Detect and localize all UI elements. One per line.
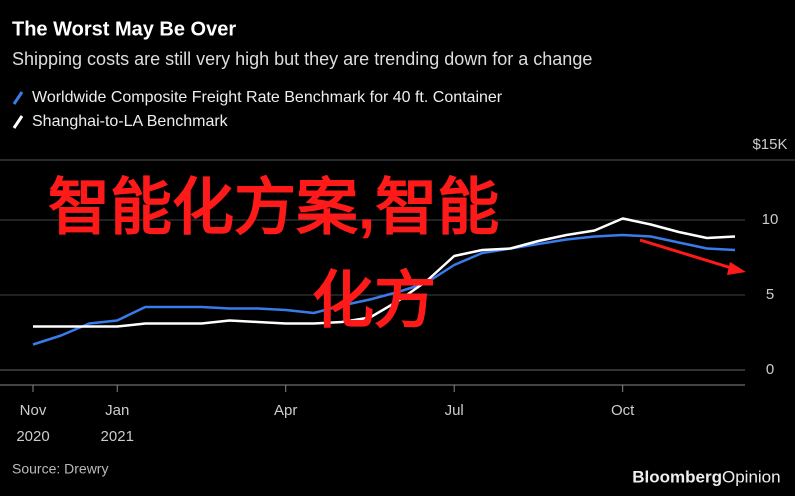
x-tick-label: Jan 2021 bbox=[100, 402, 134, 445]
x-tick-label: Nov 2020 bbox=[16, 402, 50, 445]
brand: Bloomberg bbox=[632, 467, 722, 486]
watermark-arrowhead bbox=[727, 262, 746, 275]
watermark-arrow bbox=[639, 238, 739, 272]
legend-label: Shanghai-to-LA Benchmark bbox=[32, 113, 229, 130]
brand-opinion: Opinion bbox=[722, 467, 781, 486]
y-tick-label: 10 bbox=[762, 211, 779, 228]
series-line bbox=[33, 217, 736, 328]
x-tick-label: Apr bbox=[274, 402, 298, 419]
y-tick-label: 5 bbox=[766, 286, 774, 303]
y-tick-label: $15K bbox=[752, 136, 787, 153]
series-line bbox=[32, 233, 736, 346]
x-tick-label: Jul bbox=[444, 402, 464, 419]
x-tick-label: Oct bbox=[611, 402, 635, 419]
y-tick-label: 0 bbox=[766, 361, 774, 378]
watermark: 化方 bbox=[312, 266, 436, 335]
legend-swatch bbox=[12, 91, 24, 105]
legend-label: Worldwide Composite Freight Rate Benchma… bbox=[32, 89, 503, 106]
chart-title: The Worst May Be Over bbox=[12, 18, 236, 40]
chart-subtitle: Shipping costs are still very high but t… bbox=[12, 49, 592, 69]
watermark: 智能化方案,智能 bbox=[48, 173, 499, 242]
source: Source: Drewry bbox=[12, 461, 108, 477]
legend-swatch bbox=[12, 115, 24, 129]
